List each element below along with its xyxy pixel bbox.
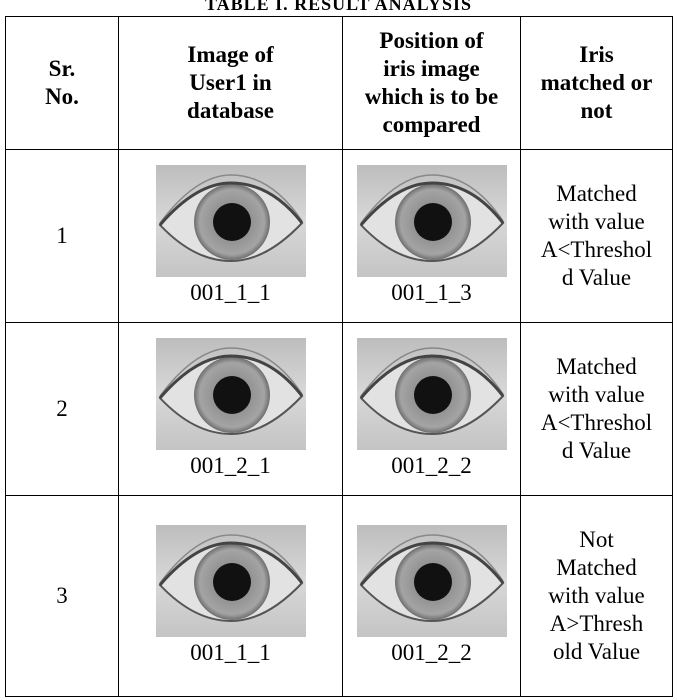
image-caption: 001_1_3 xyxy=(343,279,520,307)
image-caption: 001_1_1 xyxy=(119,639,342,667)
image-cell: 001_2_2 xyxy=(343,323,521,496)
cell-line: Sr. xyxy=(6,55,118,83)
cell-line: Matched xyxy=(521,554,672,582)
cell-line: A>Thresh xyxy=(521,610,672,638)
cell-line: database xyxy=(119,97,342,125)
cell-line: A<Threshol xyxy=(521,236,672,264)
image-cell: 001_1_3 xyxy=(343,150,521,323)
cell-line: A<Threshol xyxy=(521,409,672,437)
serial-cell: 1 xyxy=(6,150,119,323)
table-title: TABLE I. RESULT ANALYSIS xyxy=(0,0,677,15)
cell-line: Image of xyxy=(119,41,342,69)
cell-line: with value xyxy=(521,582,672,610)
eye-image xyxy=(357,525,507,637)
cell-line: User1 in xyxy=(119,69,342,97)
cell-line: with value xyxy=(521,208,672,236)
serial-cell: 3 xyxy=(6,496,119,697)
cell-line: Not xyxy=(521,526,672,554)
cell-line: Position of xyxy=(343,27,520,55)
eye-image xyxy=(156,165,306,277)
eye-image xyxy=(156,525,306,637)
image-caption: 001_2_2 xyxy=(343,452,520,480)
eye-image xyxy=(156,338,306,450)
cell-line: not xyxy=(521,97,672,125)
serial-cell: 2 xyxy=(6,323,119,496)
cell-line: d Value xyxy=(521,264,672,292)
eye-image xyxy=(357,338,507,450)
cell-line: matched or xyxy=(521,69,672,97)
cell-line: old Value xyxy=(521,638,672,666)
cell-line: d Value xyxy=(521,437,672,465)
cell-line: compared xyxy=(343,111,520,139)
cell-line: which is to be xyxy=(343,83,520,111)
image-caption: 001_2_1 xyxy=(119,452,342,480)
header-cell: Sr.No. xyxy=(6,17,119,150)
image-caption: 001_1_1 xyxy=(119,279,342,307)
eye-image xyxy=(357,165,507,277)
cell-line: iris image xyxy=(343,55,520,83)
image-cell: 001_1_1 xyxy=(119,496,343,697)
image-caption: 001_2_2 xyxy=(343,639,520,667)
image-cell: 001_2_1 xyxy=(119,323,343,496)
cell-line: with value xyxy=(521,381,672,409)
cell-line: Iris xyxy=(521,41,672,69)
image-cell: 001_2_2 xyxy=(343,496,521,697)
image-cell: 001_1_1 xyxy=(119,150,343,323)
cell-line: Matched xyxy=(521,353,672,381)
page: TABLE I. RESULT ANALYSIS Sr.No.Image ofU… xyxy=(0,0,677,700)
cell-line: No. xyxy=(6,83,118,111)
cell-line: Matched xyxy=(521,180,672,208)
